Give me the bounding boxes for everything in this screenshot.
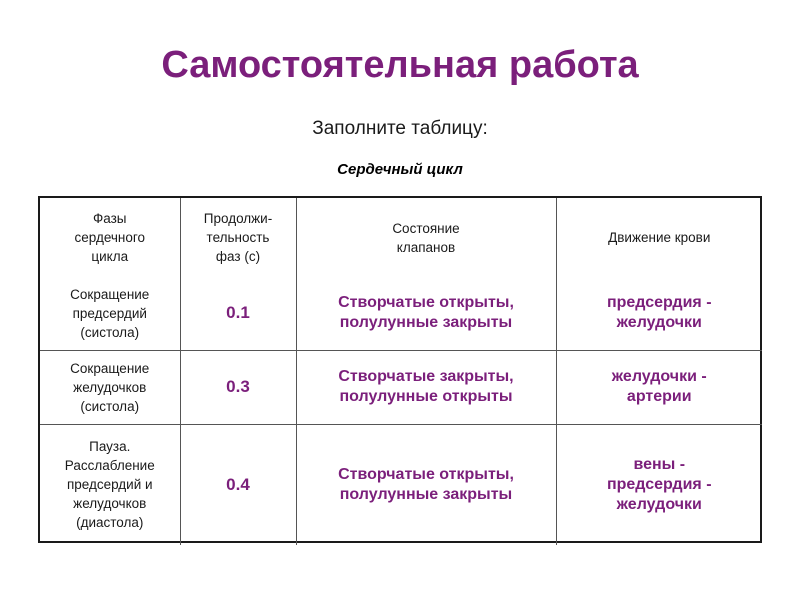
header-line: клапанов (396, 239, 456, 255)
column-header-valves: Состояние клапанов (295, 198, 557, 277)
header-line: Продолжи- (203, 211, 273, 226)
cell-line: Створчатые закрыты, (338, 368, 514, 385)
header-line: Движение крови (608, 230, 711, 245)
table-header-row: Фазы сердечного цикла Продолжи- тельност… (40, 198, 762, 277)
column-header-duration: Продолжи- тельность фаз (с) (179, 198, 297, 277)
column-header-phases: Фазы сердечного цикла (40, 198, 181, 277)
cell-line: артерии (626, 388, 692, 405)
cell-blood-flow: желудочки - артерии (555, 349, 762, 425)
header-line: Фазы (92, 211, 127, 226)
cell-line: предсердий (72, 305, 147, 321)
cell-line: (диастола) (76, 515, 144, 531)
cell-line: (систола) (80, 398, 140, 414)
cell-valves: Створчатые закрыты, полулунные открыты (295, 349, 557, 425)
cell-line: предсердия - (606, 475, 712, 493)
cell-line: полулунные закрыты (339, 314, 513, 332)
cell-duration: 0.1 (179, 277, 297, 351)
cell-line: Створчатые открыты, (338, 294, 514, 312)
cell-line: вены - (633, 455, 686, 473)
cell-line: желудочки - (611, 368, 707, 385)
cell-line: желудочков (73, 496, 147, 512)
cell-line: предсердия - (606, 294, 712, 312)
table-row: Сокращение желудочков (систола) 0.3 Ство… (40, 349, 762, 425)
cell-line: Сокращение (70, 360, 150, 376)
header-line: сердечного (74, 230, 146, 245)
cell-blood-flow: предсердия - желудочки (555, 277, 762, 351)
cardiac-cycle-table: Фазы сердечного цикла Продолжи- тельност… (38, 196, 762, 545)
cell-phase: Сокращение предсердий (систола) (40, 277, 181, 351)
cell-valves: Створчатые открыты, полулунные закрыты (295, 423, 557, 545)
cell-duration: 0.3 (179, 349, 297, 425)
cell-line: Створчатые открыты, (338, 465, 514, 483)
table-row: Пауза. Расслабление предсердий и желудоч… (40, 423, 762, 545)
slide-subtitle: Заполните таблицу: (312, 118, 488, 139)
header-line: фаз (с) (215, 249, 261, 264)
header-line: цикла (91, 249, 129, 264)
page-title: Самостоятельная работа (161, 44, 639, 86)
cell-blood-flow: вены - предсердия - желудочки (555, 423, 762, 545)
header-line: тельность (206, 230, 270, 245)
cell-phase: Сокращение желудочков (систола) (40, 349, 181, 425)
cell-duration: 0.4 (179, 423, 297, 545)
table-row: Сокращение предсердий (систола) 0.1 Ство… (40, 277, 762, 351)
cell-line: полулунные закрыты (339, 485, 513, 503)
cell-line: желудочки (616, 495, 702, 513)
cell-line: полулунные открыты (339, 388, 513, 405)
cell-line: Сокращение (70, 286, 150, 302)
cell-line: желудочков (73, 379, 147, 395)
cell-line: Расслабление (64, 458, 155, 474)
cell-line: желудочки (616, 314, 702, 332)
cell-line: Пауза. (89, 439, 131, 455)
cell-line: предсердий и (66, 477, 153, 493)
header-line: Состояние (392, 220, 460, 236)
cell-phase: Пауза. Расслабление предсердий и желудоч… (40, 423, 181, 545)
cell-line: (систола) (80, 324, 140, 340)
table-caption: Сердечный цикл (337, 161, 463, 178)
cell-valves: Створчатые открыты, полулунные закрыты (295, 277, 557, 351)
column-header-blood-flow: Движение крови (555, 198, 762, 277)
